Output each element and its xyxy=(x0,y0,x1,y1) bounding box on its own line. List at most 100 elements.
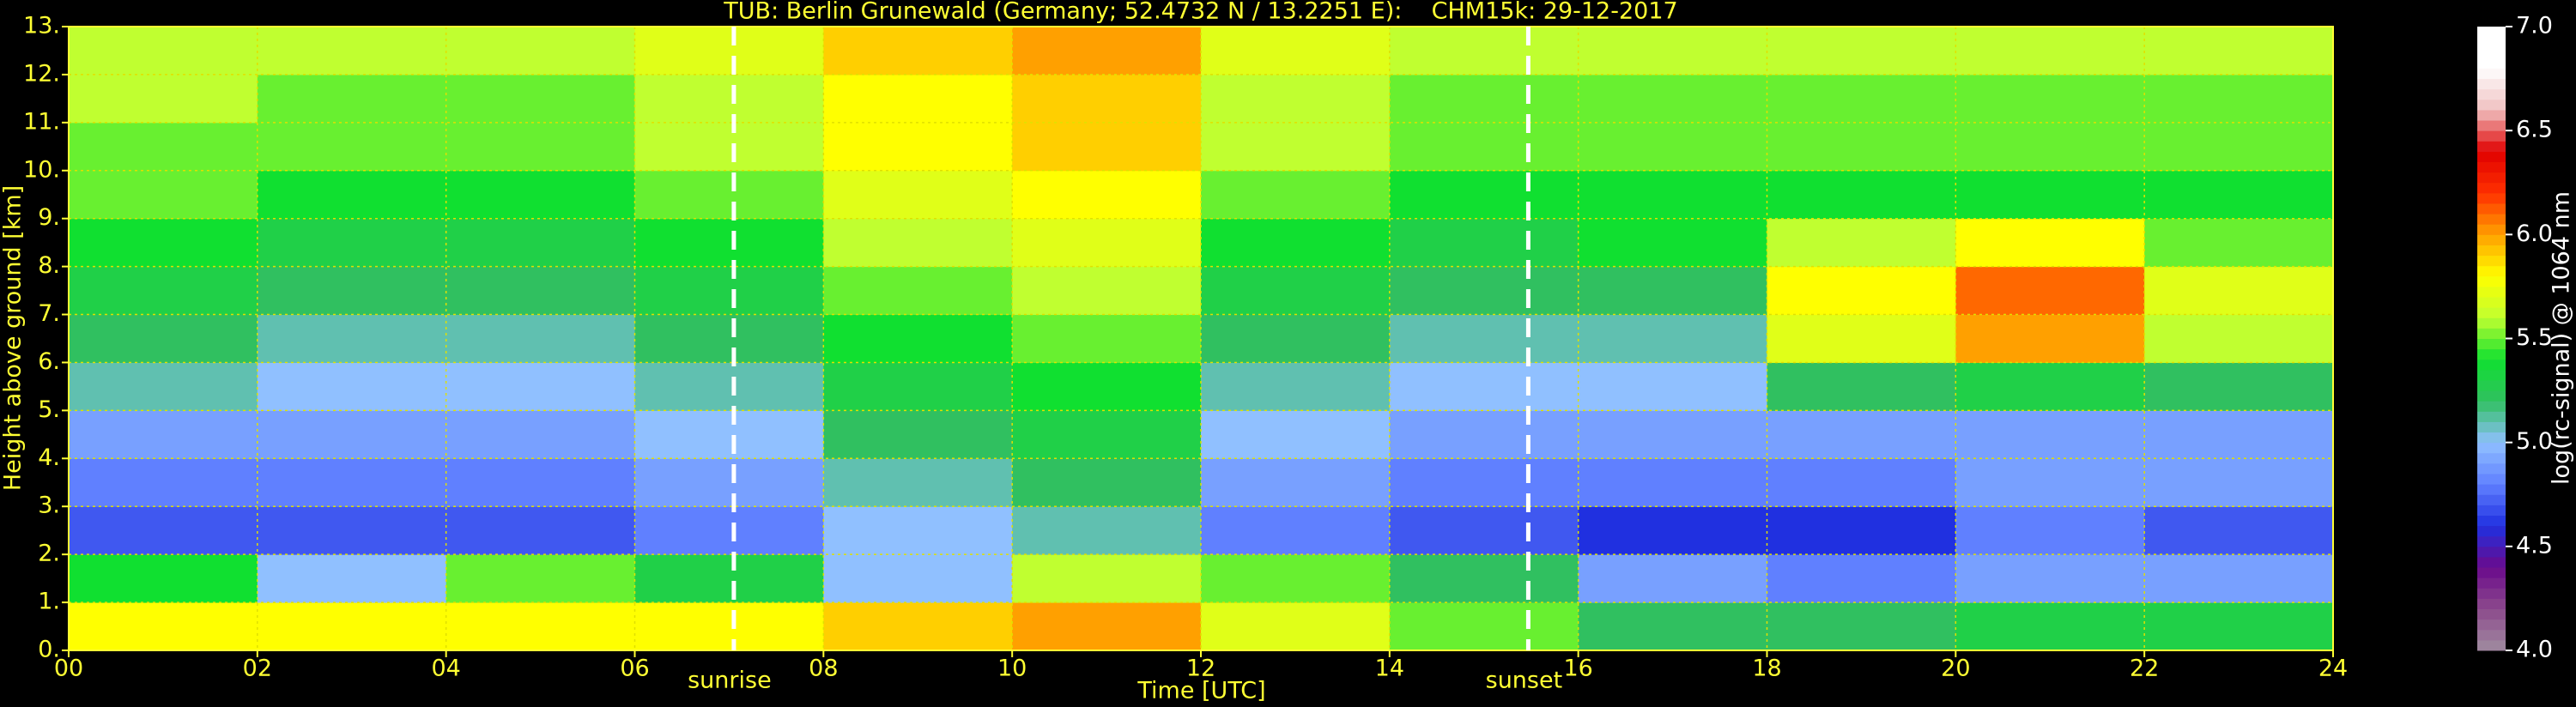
heatmap-cell xyxy=(445,122,635,172)
heatmap-cell xyxy=(823,602,1013,651)
heatmap-cell xyxy=(1389,170,1579,220)
colorbar-segment xyxy=(2477,452,2506,464)
heatmap-cell xyxy=(69,410,258,459)
y-tick-label: 0. xyxy=(38,637,60,663)
y-tick-label: 12. xyxy=(23,60,60,87)
colorbar-segment xyxy=(2477,515,2506,527)
colorbar-segment xyxy=(2477,546,2506,558)
heatmap-cell xyxy=(2144,314,2334,363)
heatmap-cell xyxy=(1389,362,1579,411)
heatmap-cell xyxy=(1767,218,1956,268)
x-axis-label: Time [UTC] xyxy=(1136,678,1265,704)
colorbar-segment xyxy=(2477,182,2506,194)
colorbar-segment xyxy=(2477,494,2506,505)
heatmap-cell xyxy=(2144,602,2334,651)
heatmap-cell xyxy=(69,170,258,220)
colorbar-segment xyxy=(2477,78,2506,90)
heatmap-cell xyxy=(2144,458,2334,507)
heatmap-cell xyxy=(1578,218,1767,268)
heatmap-cell xyxy=(1578,170,1767,220)
colorbar-segment xyxy=(2477,567,2506,578)
heatmap-cell xyxy=(69,218,258,268)
colorbar-segment xyxy=(2477,390,2506,402)
heatmap-cell xyxy=(1767,362,1956,411)
heatmap-cell xyxy=(1201,506,1391,555)
colorbar-segment xyxy=(2477,192,2506,204)
colorbar-tick-label: 6.0 xyxy=(2516,221,2553,247)
colorbar-segment xyxy=(2477,202,2506,215)
heatmap-cell xyxy=(2144,506,2334,555)
heatmap-cell xyxy=(1012,74,1202,124)
heatmap-cell xyxy=(1767,266,1956,316)
heatmap-cell xyxy=(2144,122,2334,172)
chart-title: TUB: Berlin Grunewald (Germany; 52.4732 … xyxy=(723,0,1677,25)
heatmap-cell xyxy=(69,74,258,124)
colorbar-segment xyxy=(2477,598,2506,610)
heatmap-cell xyxy=(1201,410,1391,459)
heatmap-cell xyxy=(1201,314,1391,363)
heatmap-cell xyxy=(1012,362,1202,411)
x-tick-label: 16 xyxy=(1563,656,1592,682)
heatmap-cell xyxy=(823,122,1013,172)
heatmap-cell xyxy=(1389,122,1579,172)
heatmap-cell xyxy=(1389,602,1579,651)
colorbar-segment xyxy=(2477,161,2506,173)
heatmap-cell xyxy=(1012,410,1202,459)
heatmap-cell xyxy=(1578,314,1767,363)
colorbar-segment xyxy=(2477,172,2506,184)
heatmap-cell xyxy=(823,27,1013,76)
colorbar-segment xyxy=(2477,421,2506,433)
heatmap-cell xyxy=(1955,170,2145,220)
heatmap-cell xyxy=(445,362,635,411)
heatmap-cell xyxy=(69,314,258,363)
heatmap-cell xyxy=(1389,218,1579,268)
heatmap-cell xyxy=(634,362,824,411)
y-tick-label: 3. xyxy=(38,492,60,519)
heatmap-cell xyxy=(634,266,824,316)
y-tick-label: 13. xyxy=(23,13,60,39)
colorbar-segment xyxy=(2477,120,2506,131)
colorbar-segment xyxy=(2477,359,2506,371)
x-tick-label: 12 xyxy=(1186,656,1215,682)
heatmap-cell xyxy=(1578,506,1767,555)
heatmap-cell xyxy=(1578,458,1767,507)
heatmap-cell xyxy=(634,170,824,220)
heatmap-cell xyxy=(69,506,258,555)
colorbar-segment xyxy=(2477,47,2506,58)
colorbar-segment xyxy=(2477,588,2506,599)
heatmap-cell xyxy=(1767,458,1956,507)
heatmap-cell xyxy=(1578,410,1767,459)
y-tick-label: 8. xyxy=(38,252,60,279)
colorbar-segment xyxy=(2477,379,2506,391)
heatmap-cell xyxy=(257,266,447,316)
heatmap-cell xyxy=(445,410,635,459)
heatmap-cell xyxy=(1955,410,2145,459)
x-tick-label: 08 xyxy=(809,656,838,682)
heatmap-cell xyxy=(1012,314,1202,363)
heatmap-cell xyxy=(445,602,635,651)
heatmap-cell xyxy=(1201,362,1391,411)
colorbar-tick-label: 5.5 xyxy=(2516,324,2553,351)
heatmap-cell xyxy=(634,218,824,268)
heatmap-cell xyxy=(445,170,635,220)
x-tick-label: 10 xyxy=(997,656,1027,682)
heatmap-cell xyxy=(1955,362,2145,411)
heatmap-cell xyxy=(1012,554,1202,603)
colorbar-segment xyxy=(2477,525,2506,537)
heatmap-cell xyxy=(1955,314,2145,363)
colorbar-segment xyxy=(2477,27,2506,38)
colorbar-segment xyxy=(2477,265,2506,277)
heatmap-cell xyxy=(1012,122,1202,172)
heatmap-cell xyxy=(1955,554,2145,603)
colorbar-segment xyxy=(2477,234,2506,245)
colorbar-segment xyxy=(2477,99,2506,111)
x-tick-label: 20 xyxy=(1941,656,1970,682)
heatmap-cell xyxy=(445,218,635,268)
colorbar-segment xyxy=(2477,484,2506,495)
heatmap-cell xyxy=(1201,266,1391,316)
heatmap-cell xyxy=(1201,170,1391,220)
colorbar-tick-label: 6.5 xyxy=(2516,117,2553,143)
colorbar-segment xyxy=(2477,151,2506,163)
heatmap-cell xyxy=(2144,74,2334,124)
colorbar-segment xyxy=(2477,348,2506,360)
